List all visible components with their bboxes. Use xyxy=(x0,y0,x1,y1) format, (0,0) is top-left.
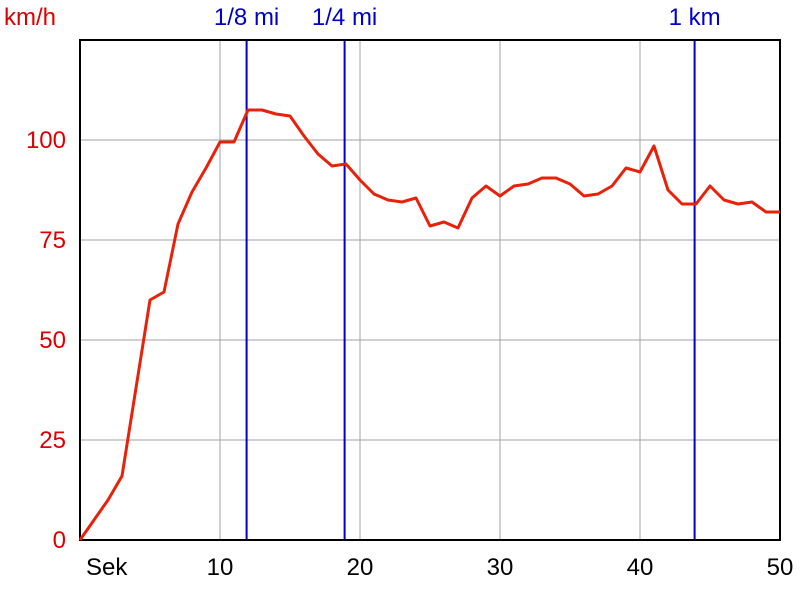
distance-marker-label: 1 km xyxy=(669,4,721,31)
y-tick-label: 100 xyxy=(26,127,66,154)
y-tick-label: 50 xyxy=(39,327,66,354)
x-tick-label: 50 xyxy=(767,554,794,581)
plot-frame xyxy=(79,39,781,541)
x-axis-label: Sek xyxy=(86,554,128,581)
distance-markers: 1/8 mi 1/4 mi 1 km xyxy=(214,4,721,540)
speed-series xyxy=(78,108,780,541)
speed-line xyxy=(78,108,780,541)
x-tick-label: 40 xyxy=(627,554,654,581)
y-tick-label: 75 xyxy=(39,227,66,254)
distance-marker-label: 1/8 mi xyxy=(214,4,279,31)
y-tick-label: 25 xyxy=(39,427,66,454)
y-axis-unit-label: km/h xyxy=(4,4,56,31)
y-tick-label: 0 xyxy=(53,527,66,554)
grid-lines xyxy=(80,40,780,540)
y-tick-labels: 0 25 50 75 100 xyxy=(26,127,66,554)
x-tick-label: 10 xyxy=(207,554,234,581)
distance-marker-label: 1/4 mi xyxy=(312,4,377,31)
x-tick-label: 20 xyxy=(347,554,374,581)
x-tick-label: 30 xyxy=(487,554,514,581)
x-tick-labels: 10 20 30 40 50 xyxy=(207,554,794,581)
